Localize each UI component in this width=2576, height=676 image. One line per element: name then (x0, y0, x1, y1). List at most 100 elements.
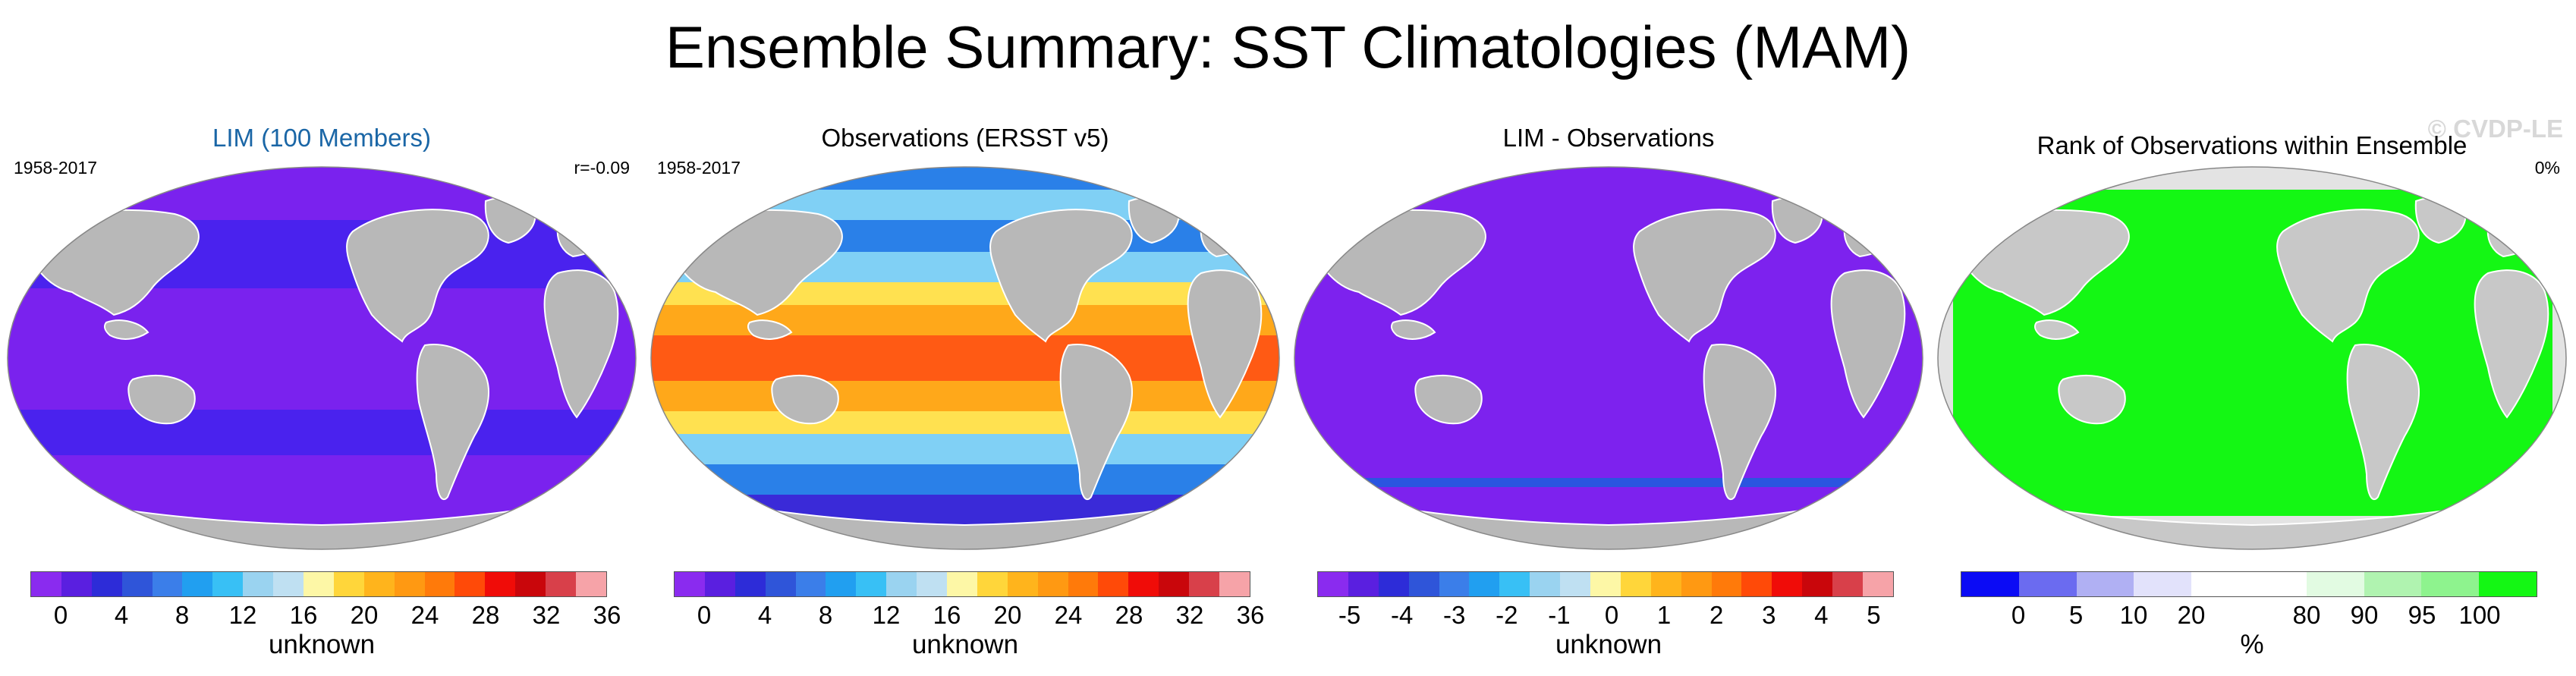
colorbar-swatch (977, 572, 1008, 596)
colorbar-tick-label: 0 (1604, 601, 1619, 629)
colorbar-tick-label: 32 (1175, 601, 1204, 629)
colorbar-swatch (2421, 572, 2480, 596)
colorbar-tick-label: -1 (1548, 601, 1571, 629)
colorbar-swatch (1832, 572, 1864, 596)
colorbar-tick-label: -5 (1338, 601, 1361, 629)
colorbar-ticks: 0 4 8 12 16 20 24 28 32 36 (674, 601, 1265, 631)
colorbar-swatch (152, 572, 183, 596)
colorbar-swatch (1098, 572, 1129, 596)
colorbar-swatch (212, 572, 244, 596)
colorbar-swatch (765, 572, 796, 596)
colorbar-tick-label: 4 (114, 601, 129, 629)
colorbar-swatch (1499, 572, 1530, 596)
colorbar-swatch (515, 572, 546, 596)
land-mass (2346, 344, 2420, 501)
colorbar-swatch (886, 572, 917, 596)
colorbar-swatch (856, 572, 887, 596)
land-mass (771, 375, 839, 425)
land-mass (1414, 375, 1483, 425)
colorbar-tick-label: 36 (593, 601, 621, 629)
colorbar-tick-label: 28 (471, 601, 500, 629)
colorbar-tick-label: 8 (175, 601, 190, 629)
land-mass (416, 344, 490, 501)
colorbar-swatch (1650, 572, 1681, 596)
colorbar-swatch (1711, 572, 1742, 596)
colorbar-swatch (2479, 572, 2537, 596)
colorbar-tick-label: 16 (933, 601, 961, 629)
colorbar-tick-label: 5 (2068, 601, 2084, 629)
land-mass (747, 319, 793, 340)
colorbar-tick-label: 12 (228, 601, 257, 629)
percent-label: 0% (2534, 158, 2560, 178)
colorbar-swatch (1530, 572, 1561, 596)
colorbar-swatch (363, 572, 395, 596)
land-mass (2058, 375, 2126, 425)
world-map (1937, 166, 2567, 550)
colorbar-tick-label: 0 (697, 601, 712, 629)
colorbar-tick-label: -4 (1390, 601, 1414, 629)
colorbar-swatch (31, 572, 61, 596)
colorbar (30, 571, 607, 597)
colorbar-tick-label: -3 (1443, 601, 1466, 629)
colorbar-swatch (1772, 572, 1803, 596)
panel-rank: © CVDP-LE Rank of Observations within En… (1930, 114, 2574, 676)
colorbar-tick-label: 4 (1814, 601, 1829, 629)
panel-difference: LIM - Observations -5 -4 -3 -2 -1 0 1 2 3 4 5 unkn… (1287, 114, 1930, 676)
land-mass (1703, 344, 1777, 501)
land-mass (2474, 269, 2549, 419)
colorbar-swatch (121, 572, 153, 596)
colorbar-swatch (1348, 572, 1379, 596)
land-mass (1187, 269, 1263, 419)
colorbar-tick-label: 90 (2350, 601, 2379, 629)
colorbar-swatch (1741, 572, 1772, 596)
colorbar-tick-label: 3 (1762, 601, 1776, 629)
panel-title: Rank of Observations within Ensemble (2037, 131, 2467, 159)
period-label: 1958-2017 (14, 158, 97, 178)
colorbar-tick-label: 0 (53, 601, 68, 629)
colorbar-swatch (2248, 572, 2307, 596)
colorbar-tick-label: 0 (2011, 601, 2026, 629)
colorbar-swatch (424, 572, 455, 596)
colorbar (1961, 571, 2537, 597)
colorbar-tick-label: 10 (2119, 601, 2148, 629)
colorbar-swatch (1189, 572, 1220, 596)
colorbar-swatch (304, 572, 334, 596)
colorbar-swatch (2306, 572, 2364, 596)
colorbar-ticks: -5 -4 -3 -2 -1 0 1 2 3 4 5 (1317, 601, 1894, 631)
land-mass (1633, 209, 1776, 343)
colorbar-swatch (1318, 572, 1348, 596)
colorbar-swatch (1007, 572, 1038, 596)
panel-observations: Observations (ERSST v5) 1958-2017 0 4 8 12 1… (643, 114, 1287, 676)
colorbar-label: % (2240, 630, 2264, 659)
colorbar-swatch (1439, 572, 1470, 596)
land-mass (1059, 344, 1134, 501)
colorbar-label: unknown (268, 630, 376, 659)
colorbar-swatch (704, 572, 735, 596)
period-label: 1958-2017 (657, 158, 741, 178)
land-mass (989, 209, 1133, 343)
colorbar-swatch (2018, 572, 2077, 596)
colorbar (1317, 571, 1894, 597)
colorbar-swatch (917, 572, 948, 596)
colorbar-swatch (454, 572, 486, 596)
colorbar-tick-label: 28 (1115, 601, 1143, 629)
land-mass (2276, 209, 2420, 343)
colorbar-ticks: 0 4 8 12 16 20 24 28 32 36 (30, 601, 621, 631)
colorbar-swatch (826, 572, 857, 596)
land-mass (103, 319, 149, 340)
panel-title: Observations (ERSST v5) (821, 124, 1109, 152)
colorbar-swatch (1219, 572, 1250, 596)
colorbar-swatch (1378, 572, 1409, 596)
colorbar-swatch (243, 572, 274, 596)
colorbar-tick-label: 24 (1054, 601, 1083, 629)
land-mass (543, 269, 619, 419)
colorbar-tick-label: 1 (1656, 601, 1672, 629)
colorbar-swatch (2134, 572, 2192, 596)
colorbar-swatch (546, 572, 577, 596)
colorbar-swatch (273, 572, 304, 596)
colorbar-tick-label: 16 (289, 601, 318, 629)
figure-title: Ensemble Summary: SST Climatologies (MAM… (665, 14, 1911, 80)
colorbar-swatch (1590, 572, 1621, 596)
colorbar-swatch (576, 572, 606, 596)
colorbar-swatch (1408, 572, 1439, 596)
